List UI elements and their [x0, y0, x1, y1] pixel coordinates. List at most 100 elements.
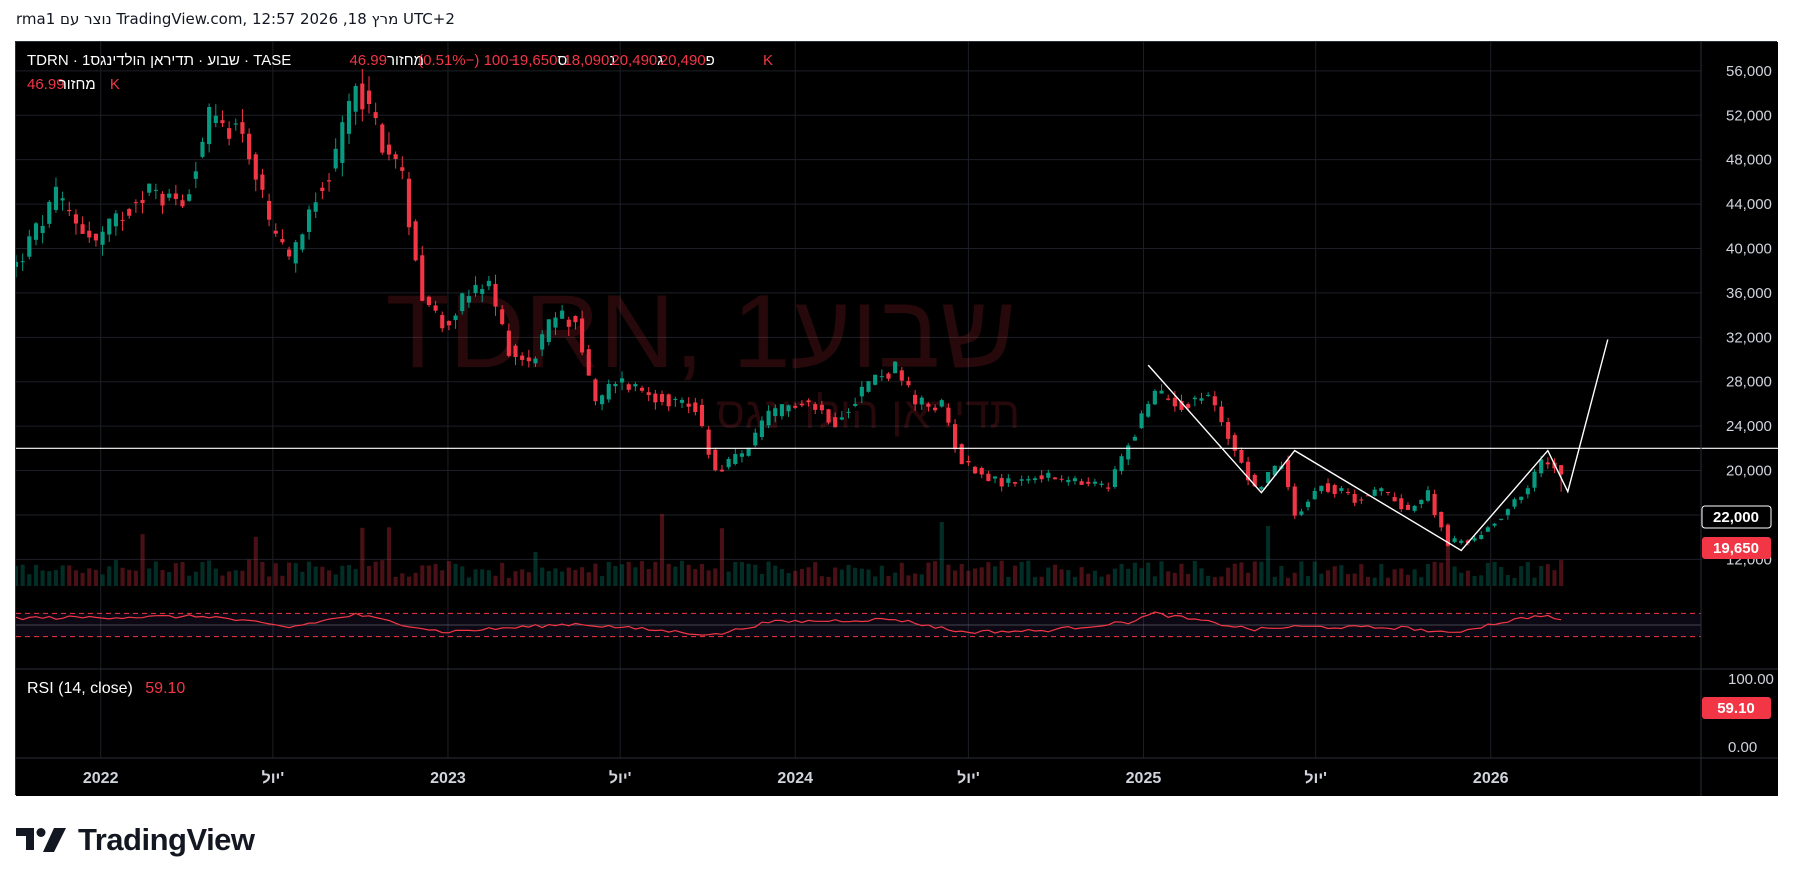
volume-bar — [986, 562, 991, 586]
candle-body — [160, 193, 165, 206]
brand-name: TradingView — [78, 822, 255, 857]
legend-open-value: 20,490 — [660, 52, 706, 69]
candle-body — [986, 473, 991, 482]
volume-bar — [453, 563, 458, 586]
candle-body — [153, 189, 158, 191]
volume-bar — [1432, 561, 1437, 586]
candle-body — [366, 90, 372, 105]
candle-body — [866, 381, 871, 392]
volume-bar — [87, 568, 92, 586]
candle-body — [386, 144, 392, 155]
time-tick-label: 2024 — [777, 770, 813, 787]
legend-open-label: פ — [706, 52, 715, 69]
candle-body — [1166, 398, 1171, 400]
candle-body — [626, 384, 631, 390]
candle-body — [47, 201, 52, 224]
candle-body — [346, 100, 352, 134]
volume-bar — [207, 560, 212, 586]
candle-body — [1445, 525, 1450, 546]
candle-body — [313, 202, 318, 212]
volume-bar — [173, 563, 178, 586]
candle-body — [433, 305, 438, 311]
candle-body — [1186, 404, 1191, 408]
drawn-pattern[interactable] — [1147, 339, 1609, 552]
candle-body — [873, 374, 878, 385]
price-tick-label: 52,000 — [1726, 107, 1772, 124]
volume-bar — [1192, 561, 1197, 586]
volume-bar — [386, 527, 392, 586]
candle-body — [53, 186, 59, 210]
volume-bar — [1086, 573, 1091, 586]
candle-body — [726, 458, 731, 468]
price-label-last-bg — [1702, 537, 1771, 559]
volume-bar — [333, 574, 338, 586]
candle-body — [666, 394, 671, 407]
candle-body — [140, 199, 145, 204]
volume-bar — [140, 534, 145, 586]
volume-bar — [1186, 573, 1191, 586]
candle-body — [80, 224, 85, 234]
chart-svg[interactable]: TDRN, 1שבוע תדיראן הולדינגס 56,00052,000… — [13, 42, 1778, 796]
candle-body — [1332, 484, 1337, 495]
pattern-polyline[interactable] — [1147, 339, 1609, 552]
candle-body — [1519, 496, 1524, 500]
candle-body — [1252, 474, 1257, 487]
volume-bar — [20, 564, 25, 586]
volume-bar — [553, 568, 558, 586]
volume-bar — [413, 572, 418, 586]
candle-body — [1559, 465, 1564, 475]
rsi-legend-value: 59.10 — [145, 680, 185, 697]
volume-bar — [47, 571, 52, 586]
volume-bar — [953, 570, 958, 586]
volume-bar — [646, 569, 651, 586]
candle-body — [779, 404, 784, 417]
volume-bar — [540, 567, 545, 586]
candle-body — [560, 310, 565, 319]
candle-body — [466, 296, 471, 303]
volume-bar — [1272, 576, 1277, 586]
volume-bar — [879, 565, 884, 586]
candle-body — [420, 255, 425, 301]
candle-body — [1226, 421, 1231, 439]
volume-bar — [380, 560, 385, 586]
volume-bar — [280, 575, 285, 586]
candle-body — [673, 398, 678, 400]
price-tick-label: 36,000 — [1726, 285, 1772, 302]
time-tick-label: 2022 — [83, 770, 119, 787]
candle-body — [1399, 498, 1404, 510]
volume-bar — [1139, 568, 1144, 586]
volume-bar — [160, 570, 165, 586]
candle-body — [1119, 456, 1124, 472]
volume-bar — [1252, 561, 1257, 586]
volume-bar — [1052, 564, 1058, 586]
candle-body — [946, 407, 951, 423]
volume-bar — [1279, 565, 1284, 586]
candle-body — [739, 453, 745, 457]
candle-body — [833, 417, 838, 428]
volume-bar — [147, 568, 152, 586]
candle-body — [853, 403, 858, 406]
volume-bar — [759, 573, 764, 586]
candle-body — [1006, 478, 1011, 483]
candle-body — [213, 115, 218, 124]
candle-body — [819, 404, 824, 411]
volume-bar — [806, 567, 811, 586]
tradingview-brand[interactable]: TradingView — [16, 822, 255, 858]
volume-bar — [1479, 575, 1484, 586]
candle-body — [686, 403, 691, 407]
candle-body — [40, 225, 45, 234]
candle-body — [1292, 486, 1297, 516]
volume-bar — [400, 573, 405, 586]
volume-bar — [1106, 574, 1111, 586]
volume-bar — [719, 528, 725, 586]
chart-frame[interactable]: TDRN, 1שבוע תדיראן הולדינגס 56,000 52,000… — [13, 41, 1778, 796]
candle-body — [1379, 488, 1384, 492]
volume-bar — [1445, 523, 1450, 586]
candle-body — [20, 261, 25, 263]
volume-bar — [1112, 568, 1117, 586]
candle-body — [1499, 518, 1504, 520]
candle-body — [1206, 394, 1211, 396]
volume-bar — [859, 568, 864, 586]
candle-body — [233, 123, 238, 125]
volume-bar — [793, 570, 798, 586]
